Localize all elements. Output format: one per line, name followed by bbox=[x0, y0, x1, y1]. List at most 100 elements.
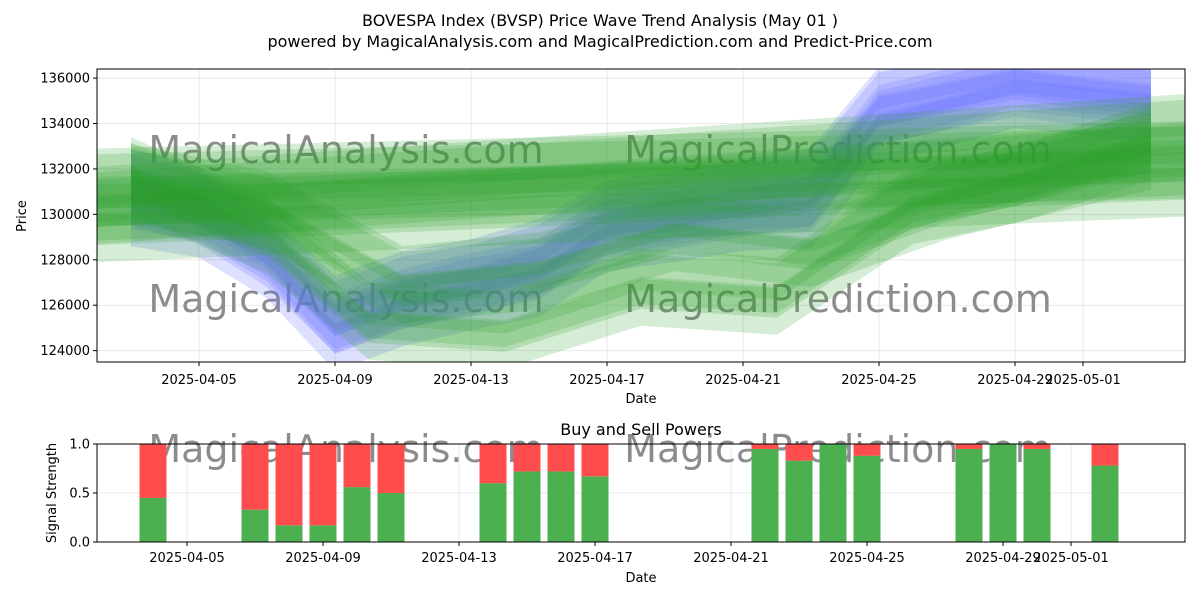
wave-band-green bbox=[97, 121, 1185, 226]
x-tick-label: 2025-04-21 bbox=[693, 551, 769, 566]
top-x-ticks: 2025-04-05 2025-04-09 2025-04-13 2025-04-17… bbox=[161, 362, 1121, 388]
y-tick-label: 134000 bbox=[40, 117, 90, 132]
x-tick-label: 2025-04-17 bbox=[557, 551, 633, 566]
bottom-x-axis-label: Date bbox=[625, 571, 656, 586]
buy-bar bbox=[275, 525, 303, 542]
watermark-text: MagicalPrediction.com bbox=[624, 277, 1052, 321]
y-tick-label: 0.5 bbox=[69, 487, 90, 502]
sell-bar bbox=[955, 444, 983, 449]
buy-bar bbox=[1091, 465, 1119, 542]
figure-title-line1: BOVESPA Index (BVSP) Price Wave Trend An… bbox=[362, 11, 838, 30]
x-tick-label: 2025-04-25 bbox=[829, 551, 905, 566]
x-tick-label: 2025-04-05 bbox=[149, 551, 225, 566]
x-tick-label: 2025-04-09 bbox=[285, 551, 361, 566]
y-tick-label: 0.0 bbox=[69, 536, 90, 551]
wave-band-green bbox=[97, 139, 1185, 263]
y-tick-label: 136000 bbox=[40, 72, 90, 87]
watermark-text: MagicalPrediction.com bbox=[624, 128, 1052, 172]
wave-band-green bbox=[131, 103, 1151, 362]
sell-bar bbox=[513, 444, 541, 472]
wave-band-blue bbox=[131, 69, 1151, 350]
wave-band-green bbox=[131, 108, 1151, 348]
x-tick-label: 2025-04-17 bbox=[569, 373, 645, 388]
wave-band-blue bbox=[131, 70, 1151, 336]
wave-band-green bbox=[97, 99, 1185, 223]
y-tick-label: 126000 bbox=[40, 299, 90, 314]
buy-bar bbox=[581, 476, 609, 542]
x-tick-label: 2025-04-21 bbox=[705, 373, 781, 388]
buy-sell-panel: Buy and Sell Powers MagicalAnalysis.com … bbox=[45, 420, 1186, 586]
price-wave-panel: MagicalAnalysis.com MagicalPrediction.co… bbox=[15, 68, 1186, 407]
x-tick-label: 2025-04-29 bbox=[965, 551, 1041, 566]
buy-bar bbox=[1023, 448, 1051, 542]
buy-bar bbox=[955, 448, 983, 542]
sell-bar bbox=[1091, 444, 1119, 466]
buy-bar bbox=[819, 444, 847, 542]
sell-bar bbox=[853, 444, 881, 456]
wave-band-blue bbox=[131, 69, 1151, 332]
y-tick-label: 128000 bbox=[40, 253, 90, 268]
wave-band-blue bbox=[131, 69, 1151, 362]
wave-band-green bbox=[97, 145, 1185, 241]
buy-bar bbox=[785, 460, 813, 542]
x-tick-label: 2025-05-01 bbox=[1033, 551, 1109, 566]
sell-bar bbox=[139, 444, 167, 498]
top-y-axis-label: Price bbox=[15, 200, 30, 232]
bottom-y-ticks: 0.0 0.5 1.0 bbox=[69, 438, 97, 551]
top-x-axis-label: Date bbox=[625, 392, 656, 407]
y-tick-label: 1.0 bbox=[69, 438, 90, 453]
x-tick-label: 2025-05-01 bbox=[1045, 373, 1121, 388]
watermark-text: MagicalAnalysis.com bbox=[148, 128, 543, 172]
figure-title-line2: powered by MagicalAnalysis.com and Magic… bbox=[267, 32, 932, 51]
wave-band-green bbox=[97, 149, 1185, 191]
buy-bar bbox=[513, 471, 541, 542]
wave-band-green bbox=[97, 170, 1185, 245]
top-axes-frame bbox=[96, 68, 1186, 363]
y-tick-label: 132000 bbox=[40, 162, 90, 177]
sell-bar bbox=[479, 444, 507, 484]
wave-band-green bbox=[97, 151, 1185, 209]
buy-bar bbox=[547, 471, 575, 542]
sell-bar bbox=[1023, 444, 1051, 449]
wave-band-green bbox=[131, 112, 1151, 324]
buy-bar bbox=[139, 497, 167, 542]
sell-bar bbox=[241, 444, 269, 510]
buy-bar bbox=[241, 509, 269, 542]
top-watermarks: MagicalAnalysis.com MagicalPrediction.co… bbox=[148, 128, 1051, 321]
wave-band-green bbox=[97, 124, 1185, 227]
wave-band-green bbox=[131, 133, 1151, 352]
bottom-y-axis-label: Signal Strength bbox=[45, 443, 60, 543]
y-tick-label: 124000 bbox=[40, 344, 90, 359]
wave-bands bbox=[97, 69, 1185, 362]
x-tick-label: 2025-04-25 bbox=[841, 373, 917, 388]
sell-bar bbox=[581, 444, 609, 477]
sell-bar bbox=[547, 444, 575, 472]
buy-bar bbox=[751, 448, 779, 542]
x-tick-label: 2025-04-13 bbox=[421, 551, 497, 566]
sell-bar bbox=[275, 444, 303, 526]
x-tick-label: 2025-04-13 bbox=[433, 373, 509, 388]
sell-bar bbox=[377, 444, 405, 493]
wave-band-green bbox=[97, 126, 1185, 205]
wave-band-green bbox=[97, 167, 1185, 227]
sell-bar bbox=[309, 444, 337, 526]
y-tick-label: 130000 bbox=[40, 208, 90, 223]
buy-bar bbox=[343, 487, 371, 542]
wave-band-green bbox=[97, 94, 1185, 244]
top-grid bbox=[97, 69, 1185, 362]
x-tick-label: 2025-04-29 bbox=[977, 373, 1053, 388]
bottom-x-ticks: 2025-04-05 2025-04-09 2025-04-13 2025-04-17… bbox=[149, 542, 1109, 566]
sell-bar bbox=[343, 444, 371, 488]
watermark-text: MagicalAnalysis.com bbox=[148, 277, 543, 321]
sell-bar bbox=[751, 444, 779, 449]
bottom-chart-title: Buy and Sell Powers bbox=[560, 420, 722, 439]
wave-band-blue bbox=[131, 69, 1151, 353]
sell-bar bbox=[785, 444, 813, 461]
band-group bbox=[97, 69, 1185, 362]
wave-band-blue bbox=[131, 81, 1151, 355]
x-tick-label: 2025-04-05 bbox=[161, 373, 237, 388]
top-y-ticks: 124000 126000 128000 130000 132000 134000 1360… bbox=[40, 72, 97, 359]
buy-sell-bars bbox=[139, 444, 1119, 542]
buy-bar bbox=[309, 525, 337, 542]
